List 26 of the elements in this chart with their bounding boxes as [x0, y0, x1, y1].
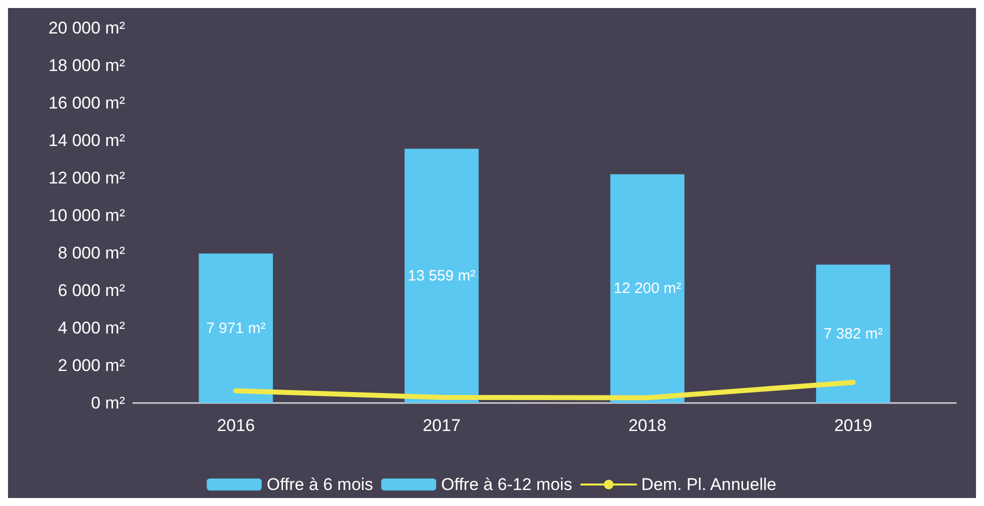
x-tick-label: 2016 — [216, 416, 255, 435]
bar — [610, 174, 684, 403]
y-tick-label: 0 m² — [91, 394, 126, 412]
y-tick-label: 16 000 m² — [48, 94, 126, 112]
y-tick-label: 10 000 m² — [48, 206, 126, 225]
data-label: 13 559 m² — [408, 267, 476, 284]
y-tick-label: 12 000 m² — [48, 168, 126, 188]
y-tick-label: 20 000 m² — [48, 18, 126, 38]
y-tick-label: 18 000 m² — [48, 56, 126, 75]
y-tick-label: 8 000 m² — [58, 244, 126, 262]
y-tick-label: 2 000 m² — [58, 356, 126, 375]
data-label: 12 200 m² — [614, 280, 682, 298]
y-tick-label: 4 000 m² — [58, 318, 126, 338]
x-tick-label: 2018 — [628, 416, 666, 435]
bar — [198, 254, 273, 403]
x-tick-label: 2019 — [834, 416, 872, 435]
y-tick-label: 6 000 m² — [58, 281, 126, 300]
data-label: 7 382 m² — [824, 325, 883, 342]
y-tick-label: 14 000 m² — [48, 131, 126, 150]
bar — [816, 264, 890, 403]
bar — [404, 148, 479, 403]
legend-label: Offre à 6 mois — [266, 475, 374, 494]
legend-label: Dem. Pl. Annuelle — [641, 475, 776, 494]
legend-label: Offre à 6-12 mois — [441, 475, 572, 494]
x-tick-label: 2017 — [422, 416, 461, 435]
data-label: 7 971 m² — [206, 320, 266, 337]
